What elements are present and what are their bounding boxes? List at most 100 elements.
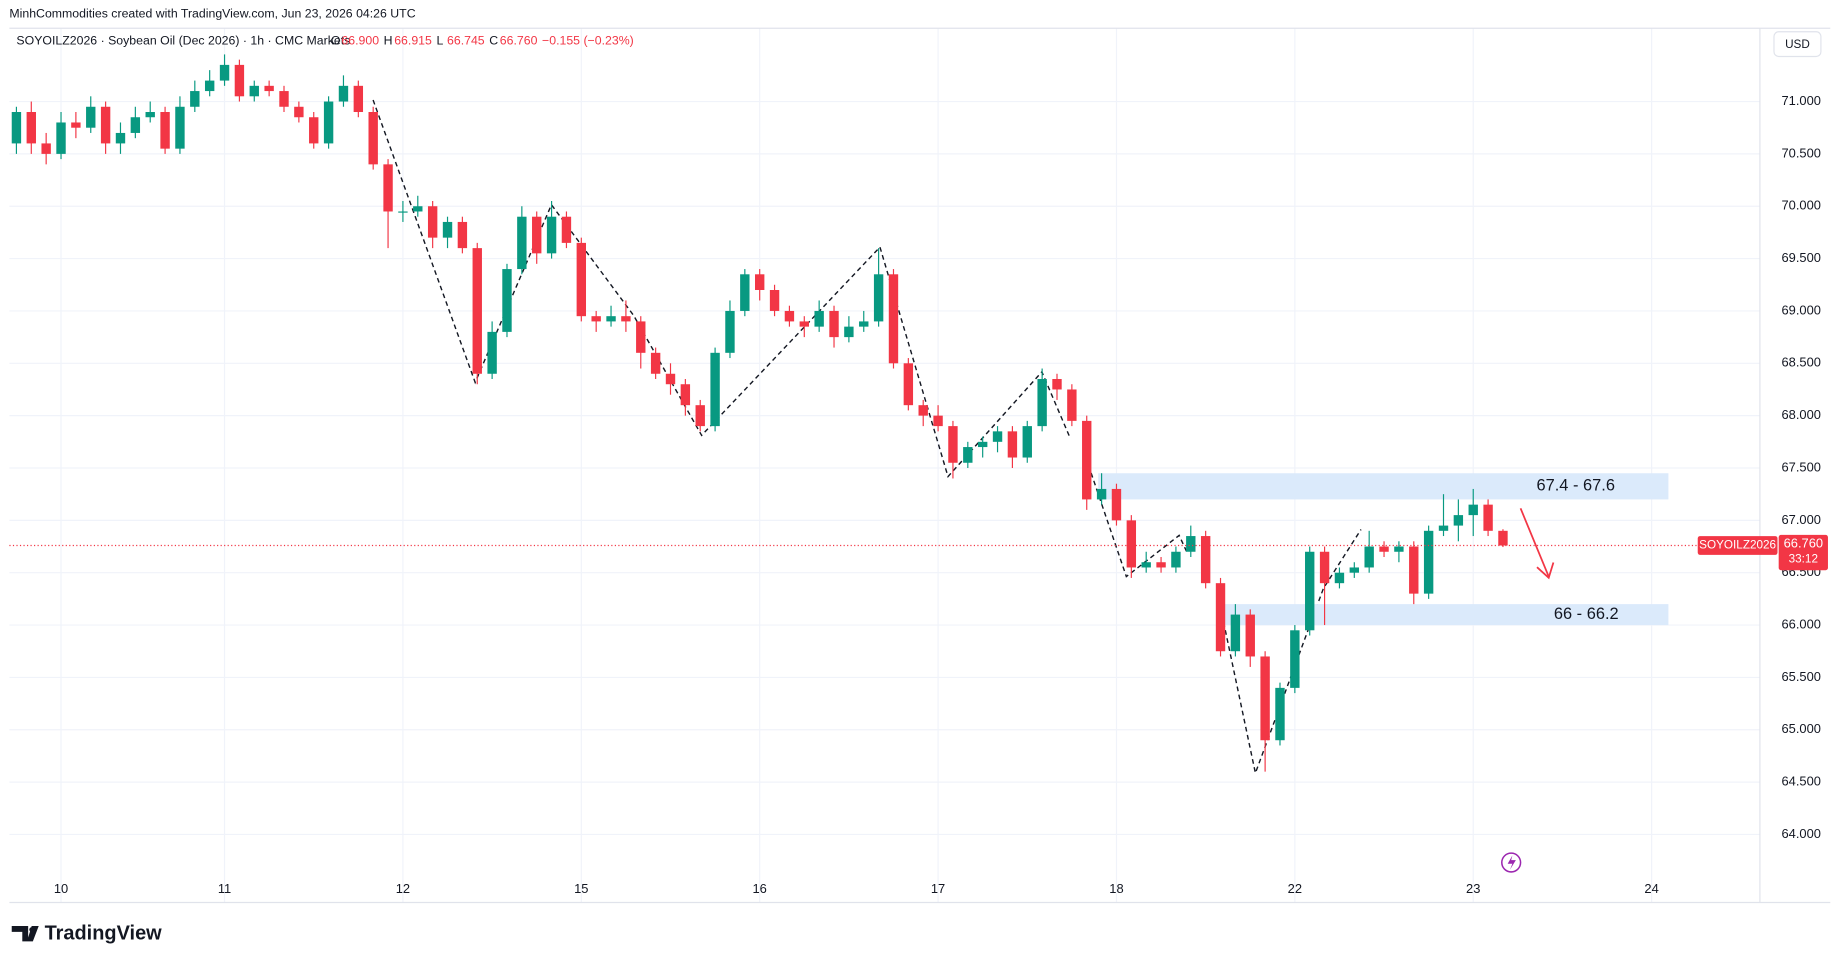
candle-body: [695, 405, 705, 427]
candle-body: [1052, 378, 1062, 390]
candle-body: [740, 274, 750, 311]
candle-body: [1007, 431, 1018, 458]
y-tick-label: 69.500: [1781, 250, 1820, 265]
y-tick-label: 65.500: [1781, 669, 1820, 684]
candle-body: [829, 310, 839, 338]
candle-body: [576, 242, 587, 317]
candle-body: [41, 143, 51, 154]
candle-body: [234, 64, 245, 97]
candle-body: [427, 206, 438, 238]
candle-body: [1290, 630, 1300, 688]
candle-body: [1438, 525, 1449, 531]
candle-body: [546, 216, 557, 254]
candle-body: [903, 363, 914, 406]
candle-body: [710, 352, 720, 427]
x-tick-label: 23: [1466, 881, 1480, 896]
candle-body: [160, 112, 170, 149]
x-tick-label: 17: [931, 881, 945, 896]
candle-body: [873, 274, 884, 322]
candle-body: [1453, 515, 1464, 526]
candle-body: [71, 122, 81, 128]
candle-body: [1379, 546, 1389, 552]
candle-body: [368, 112, 378, 165]
candle-body: [859, 321, 869, 327]
candle-body: [784, 310, 795, 322]
candle-body: [26, 112, 36, 144]
y-tick-label: 67.000: [1781, 512, 1820, 527]
candle-body: [621, 316, 631, 322]
candle-body: [1067, 389, 1077, 421]
ohlc-value: 66.915: [394, 33, 432, 47]
candle-body: [338, 85, 349, 102]
candle-body: [1215, 583, 1226, 652]
zone-label: 67.4 - 67.6: [1536, 477, 1614, 495]
candle-body: [115, 132, 126, 144]
price-tag-box: [1778, 534, 1828, 571]
candle-body: [755, 274, 765, 291]
y-tick-label: 68.500: [1781, 355, 1820, 370]
candle-body: [517, 216, 527, 270]
candle-body: [933, 415, 943, 427]
symbol-tag-box: [1697, 536, 1778, 555]
y-tick-label: 64.500: [1781, 774, 1820, 789]
candle-body: [725, 310, 735, 353]
candle-body: [442, 221, 453, 238]
tradingview-logo: TradingView: [11, 923, 163, 945]
candle-body: [1082, 420, 1092, 500]
candle-body: [665, 373, 676, 385]
candle-body: [1245, 614, 1255, 657]
candle-body: [1334, 572, 1345, 584]
brand: TradingView: [45, 923, 163, 945]
candle-body: [591, 316, 601, 322]
candle-body: [1498, 530, 1508, 546]
candle-body: [1483, 504, 1493, 531]
zone: [1220, 604, 1669, 626]
candle-body: [1171, 551, 1181, 568]
x-tick-label: 22: [1288, 881, 1302, 896]
candle-body: [502, 269, 512, 332]
candle-body: [219, 64, 230, 81]
candle-body: [636, 321, 646, 353]
candle-body: [294, 106, 304, 118]
candle-body: [1468, 504, 1478, 516]
candle-body: [353, 85, 364, 113]
candle-body: [1275, 687, 1285, 741]
candle-body: [56, 122, 66, 154]
candle-body: [532, 216, 542, 254]
candle-body: [1200, 536, 1211, 584]
candle-body: [561, 216, 572, 243]
candle-body: [1230, 614, 1241, 652]
candle-body: [175, 106, 185, 149]
candle-body: [1126, 520, 1137, 568]
candle-body: [918, 405, 928, 416]
x-tick-label: 18: [1109, 881, 1123, 896]
candle-body: [383, 164, 393, 212]
x-tick-label: 24: [1644, 881, 1658, 896]
candle-body: [1141, 562, 1151, 568]
candle-body: [249, 85, 259, 97]
candle-body: [1319, 551, 1330, 584]
candle-body: [1156, 562, 1166, 568]
x-tick-label: 15: [574, 881, 588, 896]
candle-body: [472, 248, 482, 374]
y-tick-label: 68.000: [1781, 407, 1820, 422]
zone-label: 66 - 66.2: [1554, 605, 1619, 623]
y-tick-label: 64.000: [1781, 826, 1820, 841]
countdown: 33:12: [1789, 553, 1818, 566]
candle-body: [1096, 488, 1107, 500]
y-tick-label: 66.000: [1781, 616, 1820, 631]
candle-body: [323, 101, 334, 144]
y-tick-label: 65.000: [1781, 721, 1820, 736]
candle-body: [650, 352, 661, 374]
ohlc-label: H: [384, 33, 393, 47]
currency-button[interactable]: [1773, 31, 1822, 58]
candle-body: [487, 331, 497, 374]
candle-body: [1111, 488, 1122, 521]
candle-body: [1349, 567, 1360, 573]
candle-body: [1394, 546, 1404, 552]
candle-body: [413, 206, 423, 212]
candle-body: [100, 106, 111, 144]
alert-icon[interactable]: [1501, 852, 1522, 873]
